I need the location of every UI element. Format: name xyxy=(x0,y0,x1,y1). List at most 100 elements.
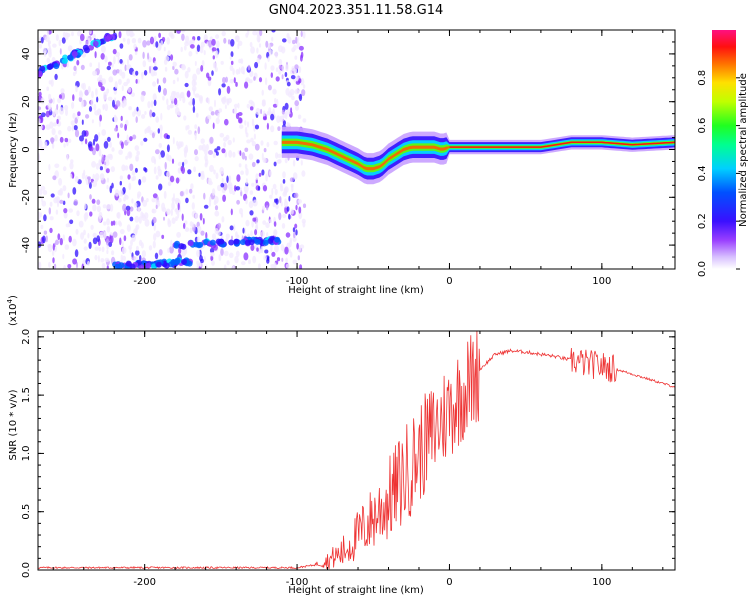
noise-speck xyxy=(187,67,191,73)
noise-speck xyxy=(83,212,89,220)
noise-speck xyxy=(89,30,92,35)
noise-speck xyxy=(203,256,206,262)
noise-speck xyxy=(38,140,43,148)
noise-speck xyxy=(199,45,204,54)
noise-stripe-speck xyxy=(178,243,185,250)
noise-speck xyxy=(266,141,270,148)
snr-ylabel: SNR (10 * v/v) xyxy=(8,389,19,460)
noise-speck xyxy=(176,231,182,238)
noise-speck xyxy=(147,101,151,109)
noise-speck xyxy=(241,152,246,160)
noise-speck xyxy=(118,220,122,226)
snr-xlabel: Height of straight line (km) xyxy=(288,585,424,596)
noise-speck xyxy=(181,250,186,257)
noise-speck xyxy=(76,261,78,269)
noise-speck xyxy=(50,193,55,198)
noise-stripe-speck xyxy=(83,47,90,54)
noise-speck xyxy=(239,187,242,193)
noise-speck xyxy=(166,37,170,45)
noise-speck xyxy=(284,102,289,110)
noise-speck xyxy=(83,246,88,251)
noise-speck xyxy=(256,247,259,252)
noise-speck xyxy=(211,260,215,266)
noise-speck xyxy=(221,30,226,37)
noise-speck xyxy=(124,64,127,72)
noise-speck xyxy=(99,173,105,181)
noise-speck xyxy=(236,174,241,182)
colorbar-tick-label: 0.6 xyxy=(697,118,708,134)
noise-speck xyxy=(153,233,157,241)
noise-speck xyxy=(253,76,256,81)
noise-speck xyxy=(88,241,92,249)
noise-speck xyxy=(81,130,87,137)
noise-speck xyxy=(256,57,261,64)
noise-speck xyxy=(230,60,234,65)
colorbar-tick-label: 0.4 xyxy=(697,165,708,181)
noise-speck xyxy=(129,216,134,222)
snr-ticks: -200 -100 0 100 0.0 0.5 1.0 1.5 2.0 xyxy=(21,329,675,588)
noise-speck xyxy=(163,216,165,221)
noise-speck xyxy=(121,164,126,172)
noise-speck xyxy=(172,61,177,67)
noise-speck xyxy=(51,128,56,136)
noise-speck xyxy=(138,179,142,186)
noise-speck xyxy=(230,39,235,47)
noise-speck xyxy=(135,245,139,251)
noise-speck xyxy=(111,182,114,189)
y-tick-label: 1.5 xyxy=(21,387,32,403)
noise-speck xyxy=(200,65,204,72)
noise-speck xyxy=(250,137,254,143)
noise-speck xyxy=(302,84,306,89)
noise-speck xyxy=(281,257,284,262)
noise-speck xyxy=(280,201,283,207)
noise-speck xyxy=(220,248,224,256)
noise-speck xyxy=(232,190,236,195)
noise-speck xyxy=(108,241,113,247)
noise-speck xyxy=(91,90,94,99)
noise-speck xyxy=(101,246,105,253)
noise-speck xyxy=(292,159,296,167)
noise-speck xyxy=(274,244,279,253)
noise-speck xyxy=(252,199,258,207)
noise-speck xyxy=(112,99,115,108)
noise-speck xyxy=(253,124,256,132)
noise-stripe-speck xyxy=(61,58,68,64)
noise-speck xyxy=(238,163,242,168)
noise-speck xyxy=(218,108,223,113)
noise-speck xyxy=(292,227,296,233)
noise-speck xyxy=(235,186,241,191)
colorbar-ticks: 0.0 0.2 0.4 0.6 0.8 xyxy=(697,70,740,277)
noise-speck xyxy=(149,65,151,74)
noise-speck xyxy=(183,115,187,121)
noise-speck xyxy=(94,173,100,181)
noise-speck xyxy=(277,153,282,158)
noise-speck xyxy=(59,237,63,246)
noise-speck xyxy=(72,94,75,102)
noise-speck xyxy=(72,187,77,195)
noise-stripe-speck xyxy=(274,236,281,243)
noise-speck xyxy=(118,78,122,85)
noise-speck xyxy=(74,117,78,124)
noise-speck xyxy=(138,216,142,224)
noise-speck xyxy=(95,163,99,170)
noise-speck xyxy=(187,129,193,135)
noise-stripe-speck xyxy=(262,239,269,246)
y-tick-label: 0.0 xyxy=(21,562,32,578)
noise-speck xyxy=(244,155,247,161)
noise-speck xyxy=(217,112,220,118)
noise-speck xyxy=(59,136,64,143)
noise-speck xyxy=(281,223,286,229)
noise-speck xyxy=(196,112,199,118)
noise-speck xyxy=(79,91,84,98)
noise-speck xyxy=(295,36,298,44)
noise-speck xyxy=(123,196,126,202)
noise-speck xyxy=(283,200,289,208)
noise-speck xyxy=(192,98,196,106)
noise-speck xyxy=(44,35,50,42)
noise-speck xyxy=(274,51,278,58)
noise-speck xyxy=(135,116,138,123)
noise-speck xyxy=(225,233,230,239)
y-tick-label: 1.0 xyxy=(21,445,32,461)
noise-speck xyxy=(263,254,267,261)
noise-speck xyxy=(265,40,269,48)
